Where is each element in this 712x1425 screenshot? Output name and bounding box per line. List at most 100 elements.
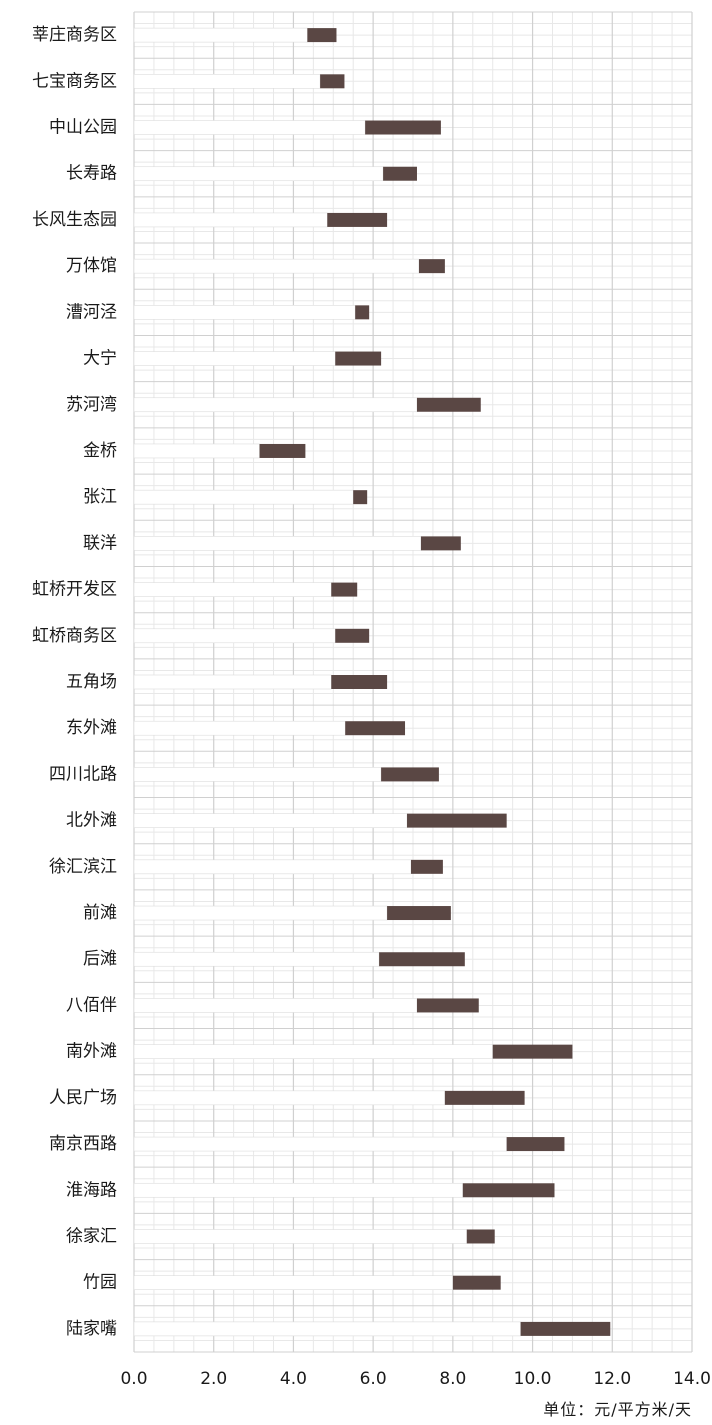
bar-base	[133, 212, 328, 228]
bar-range	[345, 721, 406, 736]
bar-base	[133, 536, 422, 551]
category-label: 东外滩	[66, 718, 117, 738]
bar-range	[355, 305, 370, 320]
bar-range	[416, 998, 479, 1013]
bar-range	[444, 1090, 525, 1105]
category-label: 南外滩	[66, 1042, 117, 1062]
category-label: 四川北路	[49, 764, 117, 784]
category-label: 万体馆	[66, 256, 117, 276]
bar-range	[320, 74, 345, 89]
x-tick-label: 8.0	[439, 1369, 466, 1389]
category-label: 八佰伴	[66, 995, 117, 1015]
category-label: 虹桥商务区	[32, 626, 117, 646]
bar-base	[133, 1275, 454, 1290]
bar-range	[407, 813, 507, 828]
bar-range	[383, 166, 417, 181]
bar-base	[133, 1182, 464, 1198]
bar-base	[133, 351, 336, 366]
category-label: 淮海路	[66, 1180, 117, 1200]
category-label: 金桥	[83, 441, 117, 461]
bar-base	[133, 582, 332, 597]
category-label: 人民广场	[49, 1088, 117, 1108]
category-label: 七宝商务区	[32, 71, 117, 91]
bar-range	[452, 1275, 501, 1290]
bar-base	[133, 720, 346, 736]
category-label: 漕河泾	[66, 302, 117, 322]
category-label: 陆家嘴	[66, 1319, 117, 1339]
bar-base	[133, 998, 418, 1013]
x-tick-label: 0.0	[120, 1369, 147, 1389]
bar-base	[133, 397, 418, 413]
bar-base	[133, 1090, 446, 1106]
bar-range	[335, 351, 382, 366]
bars	[133, 27, 611, 1337]
bar-range	[492, 1044, 573, 1059]
category-labels: 莘庄商务区七宝商务区中山公园长寿路长风生态园万体馆漕河泾大宁苏河湾金桥张江联洋虹…	[32, 25, 117, 1339]
x-tick-label: 4.0	[280, 1369, 307, 1389]
bar-base	[133, 1136, 507, 1152]
bar-range	[466, 1229, 495, 1244]
x-tick-label: 12.0	[593, 1369, 631, 1389]
x-tick-label: 6.0	[360, 1369, 387, 1389]
bar-range	[307, 28, 337, 43]
category-label: 虹桥开发区	[32, 580, 117, 600]
bar-base	[133, 859, 412, 875]
category-label: 长寿路	[66, 164, 117, 184]
bar-base	[133, 951, 380, 967]
bar-range	[462, 1183, 555, 1198]
bar-range	[418, 259, 445, 274]
category-label: 竹园	[83, 1273, 117, 1293]
bar-base	[133, 166, 384, 182]
bar-base	[133, 305, 356, 320]
bar-base	[133, 443, 260, 459]
x-tick-label: 10.0	[514, 1369, 552, 1389]
grid	[133, 11, 693, 1353]
category-label: 徐家汇	[66, 1226, 117, 1246]
bar-range	[506, 1137, 565, 1152]
bar-range	[259, 443, 306, 458]
bar-range	[520, 1321, 611, 1336]
bar-range	[331, 675, 388, 689]
category-label: 徐汇滨江	[49, 857, 117, 877]
bar-base	[133, 1321, 521, 1337]
bar-base	[133, 767, 382, 782]
bar-range	[420, 536, 461, 551]
category-label: 张江	[83, 487, 117, 507]
bar-range	[353, 490, 368, 505]
bar-range	[331, 582, 358, 597]
category-label: 大宁	[83, 349, 117, 369]
bar-base	[133, 628, 336, 644]
bar-base	[133, 258, 420, 274]
category-label: 南京西路	[49, 1134, 117, 1154]
unit-label: 单位：元/平方米/天	[543, 1400, 692, 1419]
x-tick-label: 2.0	[200, 1369, 227, 1389]
x-axis-ticks: 0.0 2.0 4.0 6.0 8.0 10.0 12.0 14.0	[120, 1369, 710, 1389]
x-tick-label: 14.0	[673, 1369, 711, 1389]
category-label: 长风生态园	[32, 210, 117, 230]
category-label: 前滩	[83, 903, 117, 923]
category-label: 五角场	[66, 672, 117, 692]
bar-range	[411, 859, 443, 874]
bar-range	[365, 120, 441, 135]
bar-range	[327, 212, 388, 227]
bar-base	[133, 1229, 468, 1244]
bar-range	[335, 628, 370, 643]
category-label: 北外滩	[66, 811, 117, 831]
bar-base	[133, 489, 354, 505]
bar-base	[133, 1044, 494, 1059]
bar-base	[133, 120, 366, 135]
category-label: 中山公园	[49, 118, 117, 138]
category-label: 苏河湾	[66, 395, 117, 415]
bar-range	[379, 952, 465, 967]
bar-base	[133, 905, 388, 921]
category-label: 联洋	[83, 533, 117, 553]
bar-range	[381, 767, 439, 782]
bar-base	[133, 27, 308, 43]
bar-base	[133, 74, 321, 89]
bar-range	[416, 397, 481, 412]
bar-base	[133, 674, 332, 690]
category-label: 后滩	[83, 949, 117, 969]
bar-range	[387, 906, 451, 921]
category-label: 莘庄商务区	[32, 25, 117, 45]
